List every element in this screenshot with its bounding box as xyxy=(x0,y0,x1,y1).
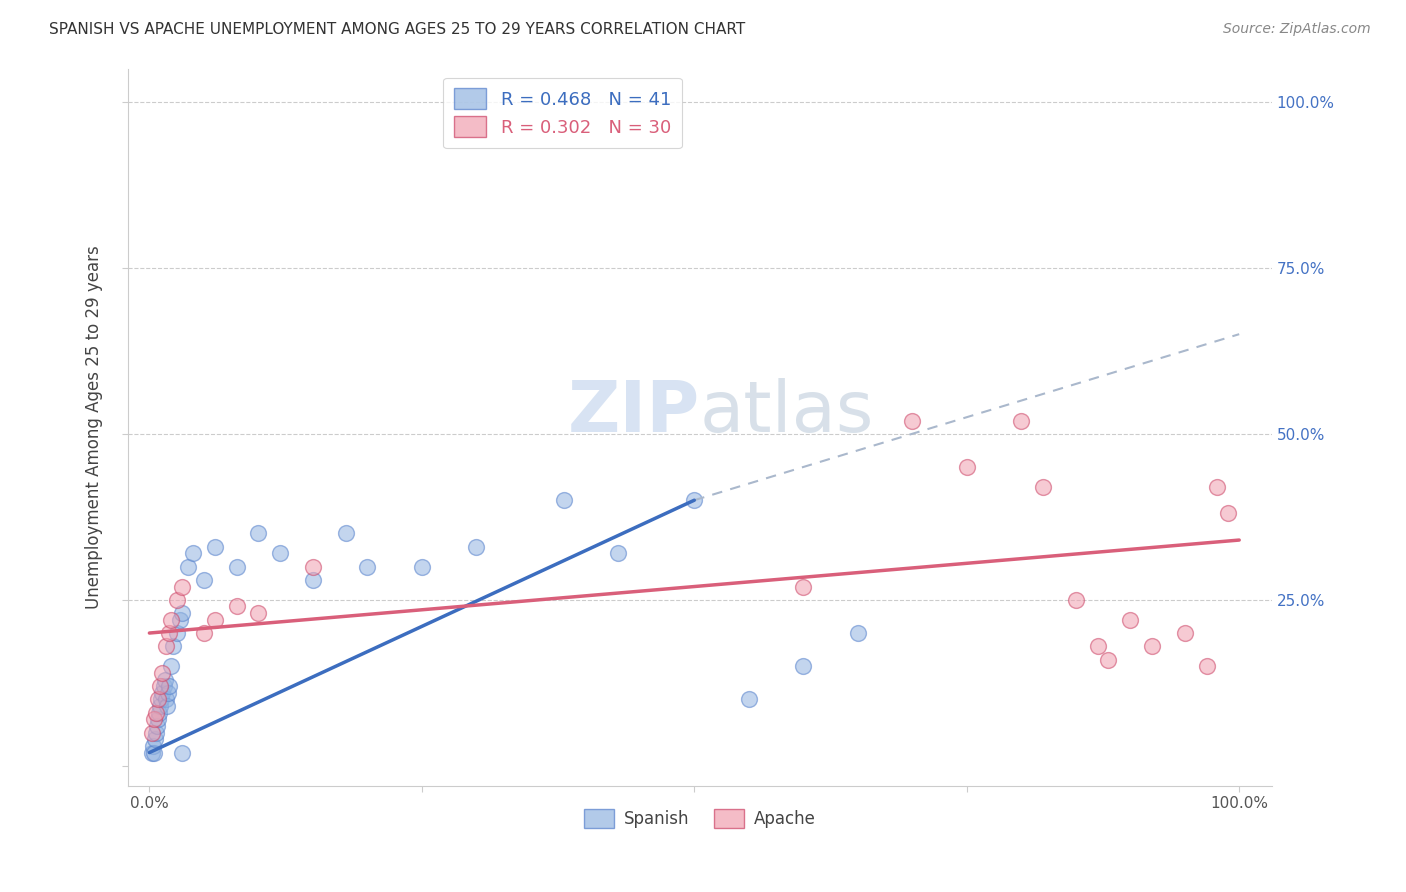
Text: SPANISH VS APACHE UNEMPLOYMENT AMONG AGES 25 TO 29 YEARS CORRELATION CHART: SPANISH VS APACHE UNEMPLOYMENT AMONG AGE… xyxy=(49,22,745,37)
Text: Source: ZipAtlas.com: Source: ZipAtlas.com xyxy=(1223,22,1371,37)
Point xyxy=(225,599,247,614)
Point xyxy=(145,706,167,720)
Point xyxy=(148,706,170,720)
Text: ZIP: ZIP xyxy=(568,378,700,447)
Point xyxy=(225,559,247,574)
Point xyxy=(142,712,165,726)
Point xyxy=(553,493,575,508)
Point xyxy=(193,573,215,587)
Point xyxy=(1097,652,1119,666)
Point xyxy=(166,592,188,607)
Point xyxy=(146,719,169,733)
Point xyxy=(846,626,869,640)
Point xyxy=(181,546,204,560)
Point xyxy=(152,679,174,693)
Point xyxy=(1032,480,1054,494)
Point xyxy=(160,659,183,673)
Point xyxy=(157,679,180,693)
Point xyxy=(146,712,169,726)
Point xyxy=(155,692,177,706)
Point xyxy=(169,613,191,627)
Point xyxy=(792,580,814,594)
Point xyxy=(152,665,174,680)
Point xyxy=(956,460,979,475)
Point xyxy=(172,580,194,594)
Point xyxy=(1195,659,1218,673)
Point xyxy=(411,559,433,574)
Point xyxy=(145,725,167,739)
Point xyxy=(1206,480,1229,494)
Point xyxy=(157,626,180,640)
Point xyxy=(465,540,488,554)
Point xyxy=(1218,507,1240,521)
Point xyxy=(193,626,215,640)
Point xyxy=(172,606,194,620)
Y-axis label: Unemployment Among Ages 25 to 29 years: Unemployment Among Ages 25 to 29 years xyxy=(86,245,103,609)
Point xyxy=(149,699,172,714)
Point xyxy=(176,559,198,574)
Text: atlas: atlas xyxy=(700,378,875,447)
Point xyxy=(792,659,814,673)
Point xyxy=(149,679,172,693)
Legend: Spanish, Apache: Spanish, Apache xyxy=(576,802,823,835)
Point xyxy=(166,626,188,640)
Point xyxy=(153,673,176,687)
Point xyxy=(335,526,357,541)
Point xyxy=(162,640,184,654)
Point xyxy=(1140,640,1163,654)
Point xyxy=(302,573,325,587)
Point xyxy=(683,493,706,508)
Point xyxy=(156,686,179,700)
Point xyxy=(204,613,226,627)
Point xyxy=(901,413,924,427)
Point xyxy=(146,692,169,706)
Point xyxy=(160,613,183,627)
Point xyxy=(1064,592,1087,607)
Point xyxy=(247,606,270,620)
Point xyxy=(247,526,270,541)
Point xyxy=(172,746,194,760)
Point xyxy=(156,699,179,714)
Point xyxy=(143,732,166,747)
Point xyxy=(269,546,291,560)
Point xyxy=(1119,613,1142,627)
Point xyxy=(152,686,174,700)
Point xyxy=(141,746,163,760)
Point xyxy=(1087,640,1109,654)
Point xyxy=(150,692,173,706)
Point xyxy=(738,692,761,706)
Point xyxy=(142,746,165,760)
Point xyxy=(1010,413,1032,427)
Point xyxy=(1174,626,1197,640)
Point xyxy=(607,546,630,560)
Point xyxy=(356,559,378,574)
Point xyxy=(204,540,226,554)
Point xyxy=(141,725,163,739)
Point xyxy=(155,640,177,654)
Point xyxy=(302,559,325,574)
Point xyxy=(142,739,165,753)
